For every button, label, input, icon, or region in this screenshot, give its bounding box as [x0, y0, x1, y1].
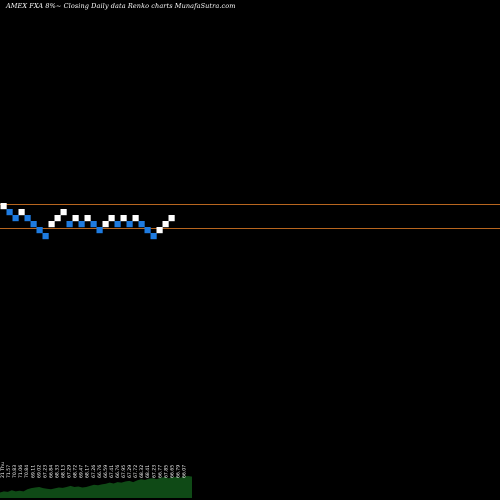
- renko-brick-down: [144, 227, 151, 234]
- renko-brick-up: [102, 221, 109, 228]
- x-tick-label: 67.72: [133, 465, 139, 478]
- renko-brick-up: [48, 221, 55, 228]
- renko-brick-down: [78, 221, 85, 228]
- renko-brick-up: [162, 221, 169, 228]
- x-tick-label: 66.76: [115, 465, 121, 478]
- renko-brick-up: [18, 209, 25, 216]
- x-tick-label: 66.76: [97, 465, 103, 478]
- x-tick-label: 66.59: [103, 465, 109, 478]
- x-tick-label: 68.33: [54, 465, 60, 478]
- x-tick-label: 67.29: [67, 465, 73, 478]
- x-tick-label: 69.47: [79, 465, 85, 478]
- x-tick-label: 66.84: [48, 465, 54, 478]
- renko-brick-down: [66, 221, 73, 228]
- volume-area: [0, 476, 192, 498]
- x-tick-label: 70.84: [24, 465, 30, 478]
- x-tick-label: 67.26: [91, 465, 97, 478]
- x-tick-label: 69.11: [30, 465, 36, 478]
- x-tick-label: 68.13: [61, 465, 67, 478]
- x-tick-label: 67.29: [127, 465, 133, 478]
- x-tick-label: 67.23: [151, 465, 157, 478]
- x-tick-label: 66.07: [182, 465, 188, 478]
- x-tick-label: 68.41: [145, 465, 151, 478]
- x-tick-label: 66.79: [175, 465, 181, 478]
- renko-brick-down: [24, 215, 31, 222]
- x-tick-label: 67.41: [109, 465, 115, 478]
- renko-brick-down: [138, 221, 145, 228]
- x-tick-label: 66.65: [169, 465, 175, 478]
- renko-brick-down: [150, 233, 157, 240]
- renko-brick-down: [36, 227, 43, 234]
- x-tick-label: 68.72: [73, 465, 79, 478]
- x-tick-label: 70.83: [12, 465, 18, 478]
- x-tick-label: 67.23: [42, 465, 48, 478]
- renko-brick-down: [126, 221, 133, 228]
- renko-brick-up: [156, 227, 163, 234]
- renko-brick-down: [42, 233, 49, 240]
- renko-brick-down: [6, 209, 13, 216]
- renko-brick-up: [0, 203, 7, 210]
- renko-brick-up: [60, 209, 67, 216]
- renko-brick-up: [54, 215, 61, 222]
- x-tick-label: 69.02: [36, 465, 42, 478]
- x-tick-label: 66.77: [157, 465, 163, 478]
- renko-bricks: [0, 203, 175, 240]
- x-tick-label: 21 Thu: [0, 462, 6, 478]
- renko-brick-down: [114, 221, 121, 228]
- renko-brick-down: [96, 227, 103, 234]
- x-tick-label: 71.57: [6, 465, 12, 478]
- x-tick-label: 67.85: [163, 465, 169, 478]
- x-tick-label: 67.95: [121, 465, 127, 478]
- x-axis-labels: 21 Thu 71.57 70.83 71.06 70.84 69.11 69.02 67.2…: [0, 462, 188, 478]
- renko-brick-up: [168, 215, 175, 222]
- renko-brick-up: [84, 215, 91, 222]
- renko-brick-up: [120, 215, 127, 222]
- renko-brick-up: [72, 215, 79, 222]
- x-tick-label: 68.32: [139, 465, 145, 478]
- volume-area-path: [0, 476, 192, 498]
- level-lines: [0, 204, 500, 229]
- renko-brick-down: [12, 215, 19, 222]
- chart-title: AMEX FXA 8%~ Closing Daily data Renko ch…: [6, 2, 236, 10]
- x-tick-label: 71.06: [18, 465, 24, 478]
- renko-brick-up: [108, 215, 115, 222]
- x-tick-label: 68.17: [85, 465, 91, 478]
- renko-brick-down: [30, 221, 37, 228]
- renko-brick-down: [90, 221, 97, 228]
- renko-brick-up: [132, 215, 139, 222]
